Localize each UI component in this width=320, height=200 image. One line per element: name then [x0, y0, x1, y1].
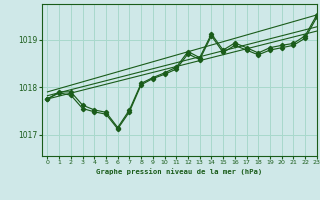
X-axis label: Graphe pression niveau de la mer (hPa): Graphe pression niveau de la mer (hPa): [96, 168, 262, 175]
